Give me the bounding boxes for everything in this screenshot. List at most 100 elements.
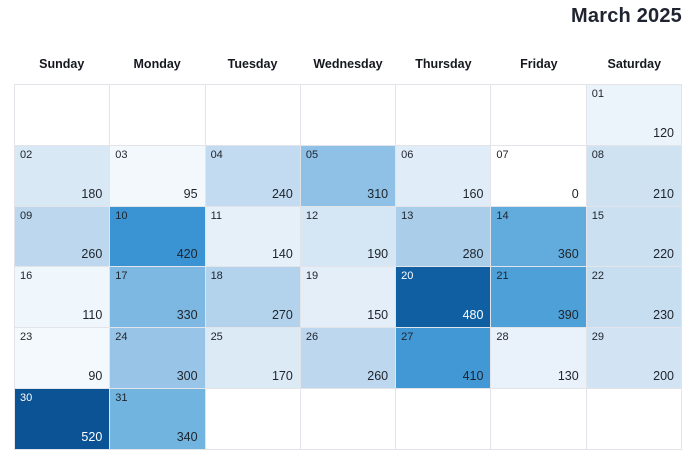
day-value: 150 [367,308,389,323]
empty-cell [300,85,397,146]
day-cell-15[interactable]: 15 220 [586,206,682,268]
day-value: 95 [183,186,198,201]
day-value: 180 [81,186,103,201]
day-cell-19[interactable]: 19 150 [300,267,397,329]
day-cell-07[interactable]: 07 0 [491,145,587,207]
day-value: 260 [367,369,389,384]
weekday-header-sunday: Sunday [39,57,85,71]
chart-title: March 2025 [571,5,682,27]
day-cell-11[interactable]: 11 140 [205,206,301,268]
day-value: 220 [653,247,674,262]
empty-cell [586,389,682,450]
weekday-header-row: Sunday Monday Tuesday Wednesday Thursday… [14,57,682,71]
empty-cell [491,389,587,450]
empty-cell [300,389,397,450]
day-value: 200 [653,369,674,384]
empty-cell [396,389,492,450]
day-number: 11 [210,209,222,222]
day-value: 230 [653,308,674,323]
day-cell-08[interactable]: 08 210 [586,145,682,207]
day-value: 330 [176,308,198,323]
day-cell-04[interactable]: 04 240 [205,145,301,207]
day-value: 120 [653,125,674,140]
empty-cell [15,85,111,146]
day-value: 300 [176,369,198,384]
day-number: 25 [210,331,223,344]
day-number: 19 [305,270,319,283]
empty-cell [110,85,206,146]
day-value: 130 [557,369,579,384]
day-value: 240 [271,186,293,201]
day-value: 420 [176,247,198,262]
day-value: 210 [653,186,674,201]
weekday-header-wednesday: Wednesday [313,57,383,71]
weekday-header-saturday: Saturday [607,57,662,71]
day-number: 18 [210,270,223,283]
day-number: 03 [115,148,128,161]
day-value: 0 [571,186,579,201]
day-cell-25[interactable]: 25 170 [205,328,301,390]
day-number: 17 [115,270,128,283]
day-number: 13 [401,209,414,222]
day-value: 160 [462,186,484,201]
day-cell-30[interactable]: 30 520 [15,389,111,450]
day-number: 02 [20,148,33,161]
day-number: 28 [496,331,509,344]
day-cell-18[interactable]: 18 270 [205,267,301,329]
day-number: 21 [496,270,509,283]
day-value: 140 [271,247,293,262]
day-cell-28[interactable]: 28 130 [491,328,587,390]
day-number: 22 [591,270,604,283]
day-cell-06[interactable]: 06 160 [396,145,492,207]
day-number: 01 [591,88,604,100]
day-cell-27[interactable]: 27 410 [396,328,492,390]
day-number: 06 [401,148,414,161]
day-number: 20 [401,270,414,283]
day-number: 09 [20,209,33,222]
day-cell-02[interactable]: 02 180 [15,145,111,207]
day-value: 410 [462,369,484,384]
day-cell-10[interactable]: 10 420 [110,206,206,268]
day-cell-17[interactable]: 17 330 [110,267,206,329]
day-value: 190 [367,247,389,262]
day-value: 390 [557,308,579,323]
day-number: 14 [496,209,509,222]
day-cell-24[interactable]: 24 300 [110,328,206,390]
day-cell-05[interactable]: 05 310 [300,145,397,207]
day-cell-22[interactable]: 22 230 [586,267,682,329]
day-number: 30 [20,392,33,405]
day-number: 31 [115,392,128,405]
day-value: 270 [271,308,293,323]
day-cell-12[interactable]: 12 190 [300,206,397,268]
day-cell-31[interactable]: 31 340 [110,389,206,450]
weekday-header-tuesday: Tuesday [227,57,278,71]
day-cell-20[interactable]: 20 480 [396,267,492,329]
empty-cell [491,85,587,146]
day-number: 26 [305,331,319,344]
day-cell-29[interactable]: 29 200 [586,328,682,390]
day-cell-26[interactable]: 26 260 [300,328,397,390]
day-number: 24 [115,331,128,344]
day-cell-16[interactable]: 16 110 [15,267,111,329]
day-value: 310 [367,186,389,201]
day-value: 280 [462,247,484,262]
day-number: 07 [496,148,509,161]
day-cell-03[interactable]: 03 95 [110,145,206,207]
day-number: 23 [20,331,33,344]
day-cell-09[interactable]: 09 260 [15,206,111,268]
day-cell-21[interactable]: 21 390 [491,267,587,329]
day-number: 27 [401,331,414,344]
day-value: 170 [271,369,293,384]
weekday-header-thursday: Thursday [415,57,472,71]
empty-cell [396,85,492,146]
day-value: 260 [81,247,103,262]
day-cell-23[interactable]: 23 90 [15,328,111,390]
weekday-header-friday: Friday [520,57,558,71]
day-value: 110 [82,308,103,323]
day-cell-14[interactable]: 14 360 [491,206,587,268]
day-cell-13[interactable]: 13 280 [396,206,492,268]
day-number: 08 [591,148,604,161]
day-cell-01[interactable]: 01 120 [586,85,682,146]
empty-cell [205,85,301,146]
